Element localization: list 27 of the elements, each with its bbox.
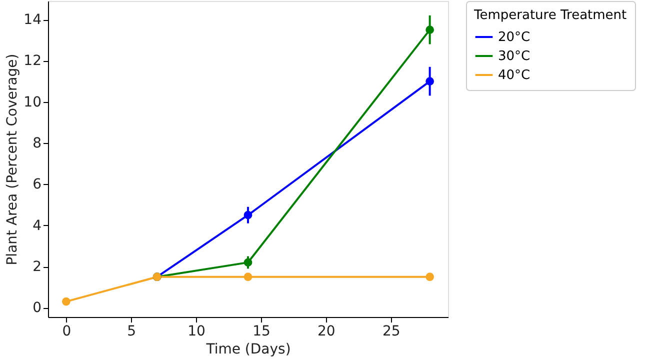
x-tick-label: 25 [382,324,400,340]
y-tick-label: 6 [32,176,42,193]
x-tick-label: 10 [188,324,206,340]
point [244,258,252,267]
y-axis-title: Plant Area (Percent Coverage) [4,54,21,266]
x-tick-label: 0 [62,324,72,340]
y-tick-label: 12 [24,53,42,70]
y-tick-label: 14 [24,12,42,28]
x-tick-label: 20 [318,324,336,340]
legend-title: Temperature Treatment [473,8,627,23]
y-tick-label: 8 [32,136,42,152]
point [426,26,434,34]
point [244,272,252,282]
x-tick-label: 15 [252,324,270,340]
point [244,210,252,220]
y-tick-label: 10 [24,94,42,110]
legend-label: 30°C [498,49,530,64]
x-tick-label: 5 [127,324,136,340]
point [426,272,434,282]
y-tick-label: 4 [32,218,42,234]
point [62,297,70,306]
legend-label: 40°C [498,68,530,83]
y-tick-label: 2 [32,259,42,276]
legend-label: 20°C [498,30,530,45]
y-tick-label: 0 [32,300,42,316]
point [426,77,434,86]
x-axis-title: Time (Days) [205,342,291,358]
